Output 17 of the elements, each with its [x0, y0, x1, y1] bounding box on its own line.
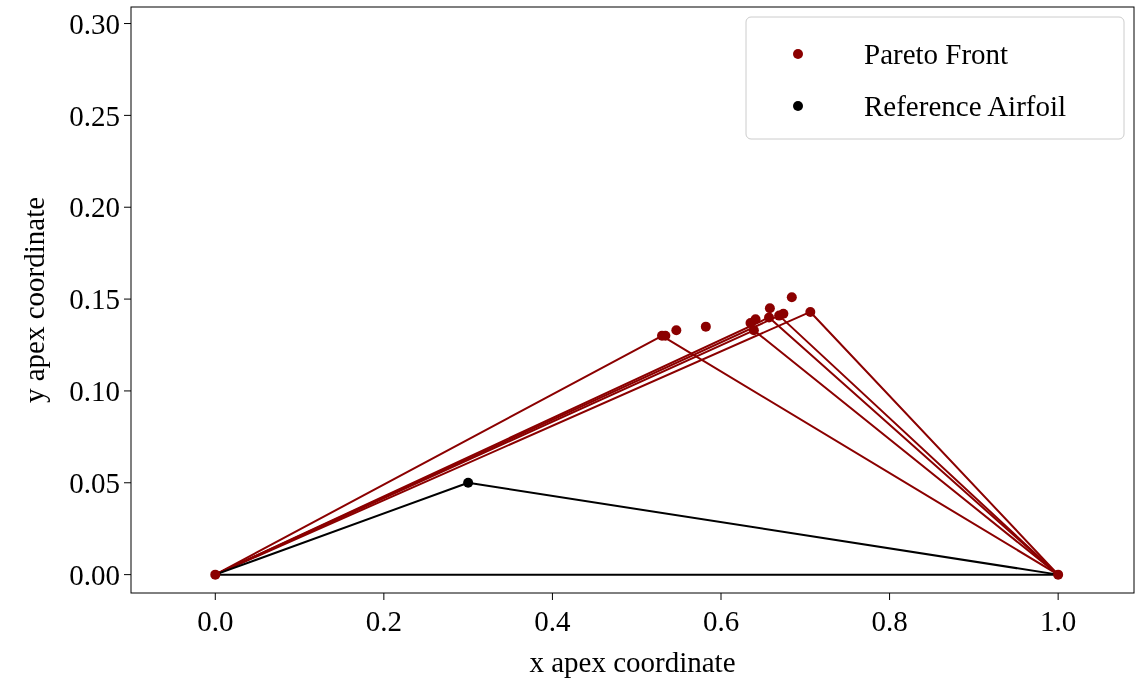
legend-label: Pareto Front — [864, 38, 1009, 71]
y-tick-label: 0.30 — [69, 7, 120, 40]
x-tick-label: 0.6 — [702, 605, 740, 637]
y-tick-label: 0.10 — [69, 375, 120, 408]
x-tick-label: 1.0 — [1040, 605, 1077, 637]
x-tick-label: 0.8 — [871, 605, 908, 637]
x-axis-title: x apex coordinate — [529, 646, 736, 678]
y-tick-label: 0.00 — [69, 558, 120, 591]
y-tick-label: 0.05 — [69, 466, 120, 499]
y-tick-label: 0.15 — [69, 283, 120, 316]
x-tick-label: 0.2 — [365, 605, 402, 637]
x-tick-label: 0.0 — [197, 605, 234, 637]
x-tick-label: 0.4 — [534, 605, 572, 637]
y-tick-label: 0.25 — [69, 99, 120, 132]
legend-label: Reference Airfoil — [864, 90, 1067, 123]
y-tick-label: 0.20 — [69, 191, 120, 224]
y-axis-title: y apex coordinate — [18, 196, 50, 404]
